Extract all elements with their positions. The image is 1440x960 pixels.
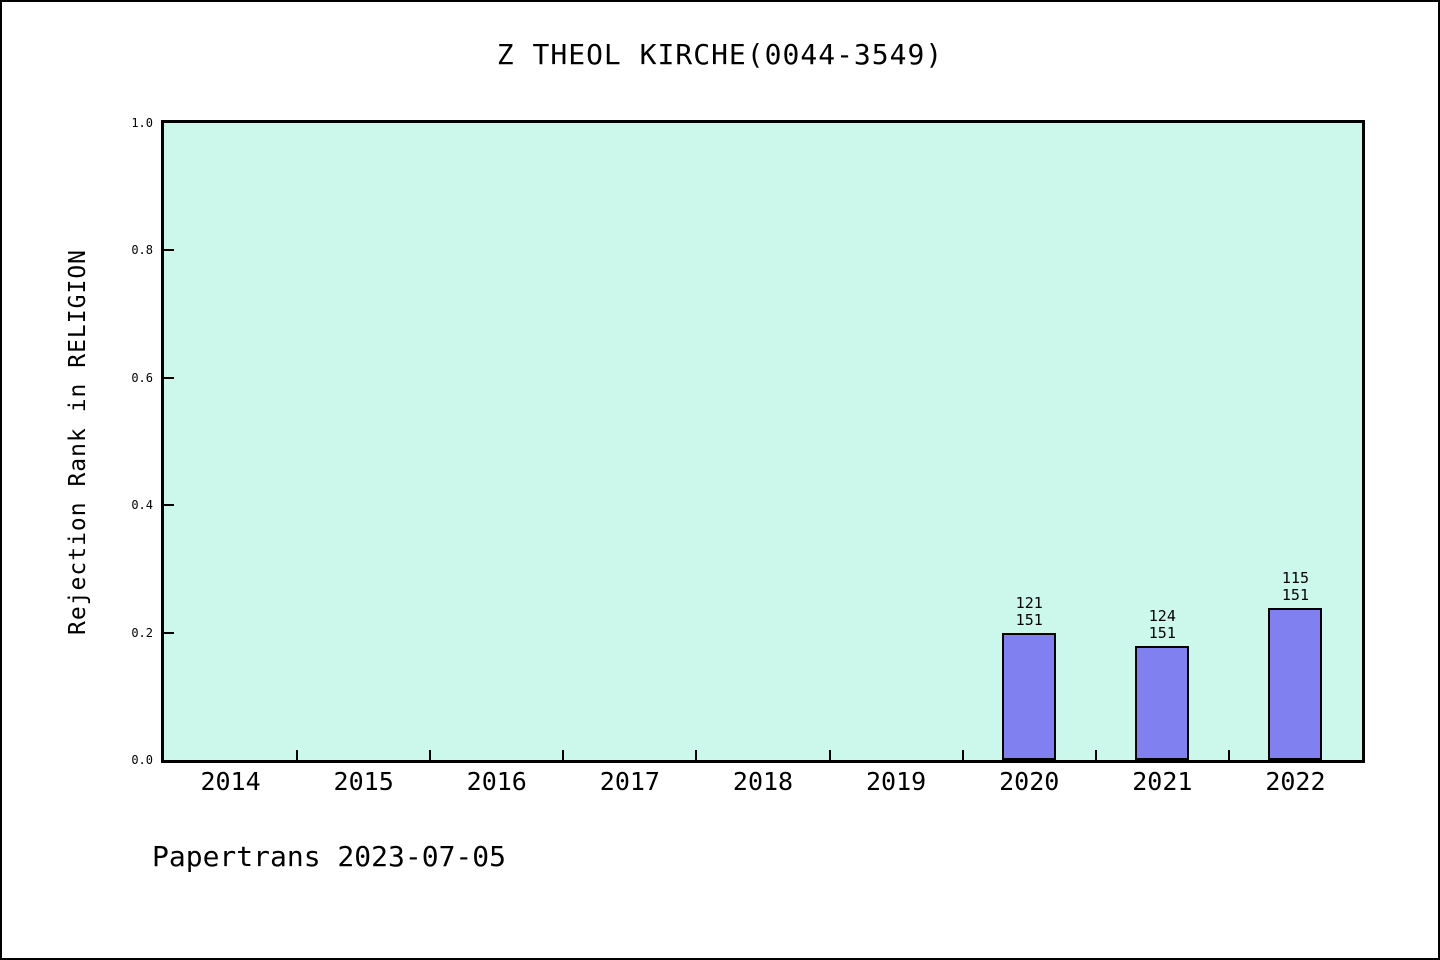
y-tick-label: 0.6 (131, 370, 153, 385)
y-tick-mark (164, 249, 174, 252)
bar-2021 (1135, 645, 1190, 760)
bar-label-denominator: 151 (1015, 611, 1043, 630)
x-tick-label: 2021 (1132, 767, 1193, 796)
x-tick-mark (695, 750, 698, 760)
x-tick-mark (429, 750, 432, 760)
bar-label-denominator: 151 (1281, 586, 1309, 605)
bar-label-denominator: 151 (1148, 623, 1176, 642)
bar-label-numerator: 115 (1281, 569, 1309, 588)
x-tick-label: 2014 (200, 767, 261, 796)
x-tick-mark (1094, 750, 1097, 760)
y-tick-label: 1.0 (131, 116, 153, 130)
x-tick-label: 2015 (333, 767, 394, 796)
x-tick-mark (1227, 750, 1230, 760)
bar-2022 (1268, 608, 1323, 760)
y-axis-label: Rejection Rank in RELIGION (65, 248, 91, 636)
bar-value-label: 115 151 (1228, 570, 1362, 604)
x-tick-label: 2017 (599, 767, 660, 796)
y-tick-mark (164, 376, 174, 379)
x-tick-label: 2016 (466, 767, 527, 796)
footer-note: Papertrans 2023-07-05 (152, 840, 507, 873)
y-tick-label: 0.2 (131, 625, 153, 640)
bar-value-label: 124 151 (1095, 606, 1229, 642)
x-tick-mark (296, 750, 299, 760)
x-tick-label: 2018 (732, 767, 794, 796)
y-tick-label: 0.0 (131, 753, 153, 767)
x-tick-mark (961, 750, 964, 760)
y-tick-label: 0.8 (131, 243, 153, 258)
x-tick-mark (562, 750, 565, 760)
bar-2020 (1002, 633, 1057, 760)
x-tick-label: 2020 (999, 767, 1060, 796)
x-tick-label: 2022 (1265, 767, 1326, 796)
x-tick-mark (828, 750, 831, 760)
chart-title: Z THEOL KIRCHE(0044-3549) (496, 38, 944, 71)
y-tick-mark (164, 631, 174, 634)
x-tick-label: 2019 (866, 767, 927, 796)
y-tick-mark (164, 504, 174, 507)
bar-label-numerator: 124 (1148, 606, 1176, 625)
bar-value-label: 121 151 (962, 595, 1096, 629)
bar-label-numerator: 121 (1015, 594, 1043, 613)
y-tick-label: 0.4 (131, 498, 153, 513)
